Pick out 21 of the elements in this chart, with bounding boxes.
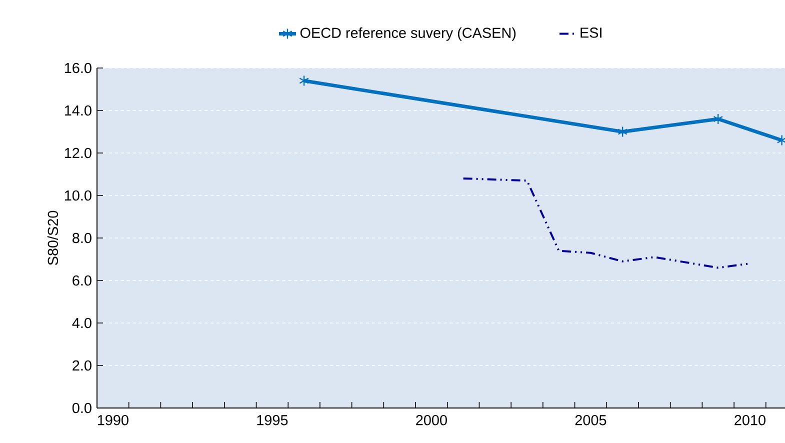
- point: [299, 75, 309, 86]
- legend-label: ESI: [580, 28, 602, 38]
- x-tick-label: 2005: [575, 415, 606, 426]
- point: [713, 113, 724, 125]
- y-tick-label: 4.0: [72, 318, 92, 328]
- y-axis-title: S80/S20: [47, 210, 58, 266]
- x-tick-label: 2010: [734, 415, 766, 426]
- point: [618, 126, 628, 138]
- y-tick-label: 10.0: [64, 190, 92, 201]
- y-tick-label: 12.0: [64, 148, 92, 158]
- x-tick-label: 1990: [98, 415, 128, 426]
- y-tick-label: 14.0: [64, 105, 92, 116]
- y-tick-label: 16.0: [64, 62, 92, 74]
- point: [776, 134, 785, 146]
- y-tick-label: 0.0: [72, 402, 92, 414]
- y-tick-label: 6.0: [72, 275, 92, 286]
- x-tick-label: 2000: [416, 415, 447, 426]
- legend-label: OECD reference suvery (CASEN): [300, 27, 516, 41]
- y-tick-label: 2.0: [72, 360, 92, 371]
- y-tick-label: 8.0: [72, 232, 92, 244]
- x-tick-label: 1995: [257, 415, 288, 426]
